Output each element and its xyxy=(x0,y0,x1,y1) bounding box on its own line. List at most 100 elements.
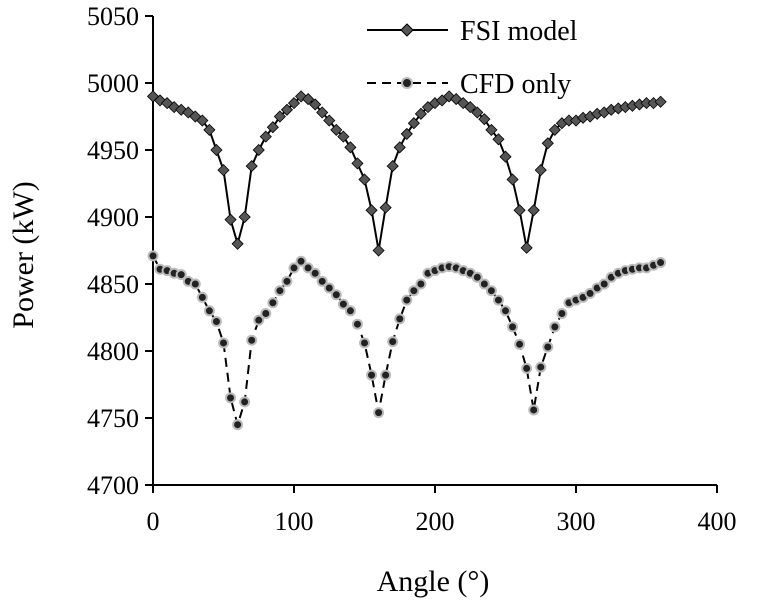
data-point-cfd-only xyxy=(351,318,363,330)
data-point-fsi-model xyxy=(266,121,279,134)
data-point-fsi-model xyxy=(259,130,272,143)
data-point-cfd-only xyxy=(598,278,610,290)
series-layer xyxy=(146,90,667,431)
y-tick-label: 4800 xyxy=(87,337,139,366)
data-point-cfd-only xyxy=(471,271,483,283)
data-point-cfd-only xyxy=(514,338,526,350)
y-tick-label: 4750 xyxy=(87,404,139,433)
data-point-fsi-model xyxy=(238,210,251,224)
data-point-fsi-model xyxy=(252,143,265,157)
x-tick-label: 400 xyxy=(698,507,737,536)
data-point-fsi-model xyxy=(344,141,357,154)
legend-label-cfd-only: CFD only xyxy=(460,69,571,100)
data-point-cfd-only xyxy=(373,407,385,419)
data-point-fsi-model xyxy=(358,173,371,186)
data-point-fsi-model xyxy=(280,103,294,116)
data-point-cfd-only xyxy=(521,362,533,374)
data-point-cfd-only xyxy=(542,341,554,353)
data-point-fsi-model xyxy=(393,141,406,154)
data-point-fsi-model xyxy=(400,127,413,140)
data-point-fsi-model xyxy=(513,204,526,217)
data-point-cfd-only xyxy=(196,291,208,303)
data-point-fsi-model xyxy=(506,173,519,186)
data-point-cfd-only xyxy=(246,334,258,346)
data-point-fsi-model xyxy=(548,123,561,136)
data-point-fsi-model xyxy=(379,201,392,214)
legend-marker-fsi-model xyxy=(400,23,414,37)
data-point-fsi-model xyxy=(351,157,364,170)
data-point-cfd-only xyxy=(274,285,286,297)
data-point-cfd-only xyxy=(239,396,251,408)
legend-marker-cfd-only xyxy=(401,77,413,89)
data-point-fsi-model xyxy=(245,160,258,173)
legend-label-fsi-model: FSI model xyxy=(460,16,578,47)
data-point-fsi-model xyxy=(196,114,209,127)
x-axis-title: Angle (°) xyxy=(377,565,490,598)
data-point-fsi-model xyxy=(217,164,230,177)
data-point-fsi-model xyxy=(478,113,491,126)
data-point-cfd-only xyxy=(281,275,293,287)
data-point-cfd-only xyxy=(387,336,399,348)
data-point-cfd-only xyxy=(288,262,300,274)
data-point-cfd-only xyxy=(485,285,497,297)
y-axis-ticks: 4700 4750 4800 4850 4900 4950 5000 5050 xyxy=(87,2,153,500)
data-point-fsi-model xyxy=(534,164,547,177)
y-tick-label: 4900 xyxy=(87,203,139,232)
data-point-fsi-model xyxy=(365,204,378,217)
data-point-cfd-only xyxy=(147,250,159,262)
data-point-cfd-only xyxy=(655,257,667,269)
data-point-cfd-only xyxy=(500,305,511,317)
data-point-fsi-model xyxy=(485,123,498,136)
x-tick-label: 100 xyxy=(275,507,314,536)
data-point-fsi-model xyxy=(337,130,350,143)
data-point-fsi-model xyxy=(273,110,286,123)
x-tick-label: 300 xyxy=(557,507,596,536)
data-point-fsi-model xyxy=(287,97,301,110)
data-point-cfd-only xyxy=(203,305,215,317)
data-point-fsi-model xyxy=(654,95,667,108)
data-point-fsi-model xyxy=(464,101,477,114)
data-point-cfd-only xyxy=(380,369,392,381)
data-point-fsi-model xyxy=(527,204,540,217)
data-point-fsi-model xyxy=(372,244,385,257)
data-point-fsi-model xyxy=(520,241,533,254)
data-point-cfd-only xyxy=(408,285,420,297)
data-point-fsi-model xyxy=(224,213,237,226)
y-tick-label: 5000 xyxy=(87,69,139,98)
data-point-cfd-only xyxy=(366,369,378,381)
data-point-fsi-model xyxy=(210,143,223,157)
data-point-cfd-only xyxy=(528,404,540,416)
y-tick-label: 4850 xyxy=(87,270,139,299)
data-point-fsi-model xyxy=(492,133,505,146)
data-point-cfd-only xyxy=(323,282,335,294)
x-axis-ticks: 0 100 200 300 400 xyxy=(147,485,737,536)
data-point-fsi-model xyxy=(330,123,343,136)
data-point-fsi-model xyxy=(386,160,399,173)
data-point-fsi-model xyxy=(231,237,244,250)
x-tick-label: 0 xyxy=(147,507,160,536)
data-point-cfd-only xyxy=(232,419,244,431)
y-axis-title: Power (kW) xyxy=(7,181,40,328)
data-point-cfd-only xyxy=(478,278,490,290)
data-point-cfd-only xyxy=(218,337,229,349)
data-point-fsi-model xyxy=(302,93,315,106)
data-point-fsi-model xyxy=(323,114,336,127)
data-point-cfd-only xyxy=(302,262,314,274)
y-tick-label: 4700 xyxy=(87,471,139,500)
y-tick-label: 4950 xyxy=(87,136,139,165)
data-point-cfd-only xyxy=(415,278,427,290)
data-point-cfd-only xyxy=(253,314,265,326)
data-point-cfd-only xyxy=(492,294,504,306)
data-point-cfd-only xyxy=(359,337,370,349)
data-point-cfd-only xyxy=(295,255,307,267)
data-point-fsi-model xyxy=(541,137,554,150)
data-point-cfd-only xyxy=(316,275,328,287)
data-point-cfd-only xyxy=(210,316,222,328)
data-point-cfd-only xyxy=(401,294,413,306)
data-point-cfd-only xyxy=(267,297,279,309)
data-point-cfd-only xyxy=(260,307,272,319)
data-point-fsi-model xyxy=(309,98,322,111)
series-points-cfd-only xyxy=(147,250,667,431)
y-tick-label: 5050 xyxy=(87,2,139,31)
x-tick-label: 200 xyxy=(416,507,455,536)
